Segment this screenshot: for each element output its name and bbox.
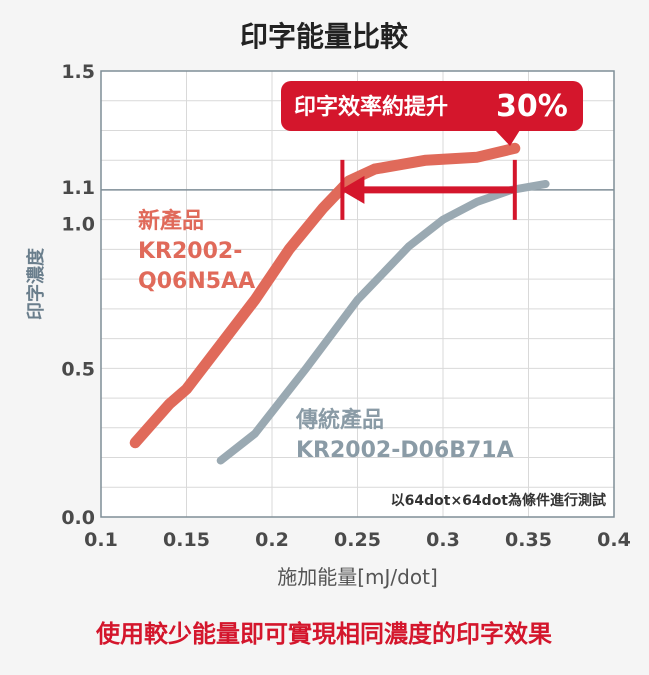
old-product-label: 傳統產品 <box>295 407 384 433</box>
test-condition-note: 以64dot×64dot為條件進行測試 <box>391 492 606 509</box>
efficiency-callout: 印字效率約提升 30% <box>281 81 583 146</box>
x-axis-label: 施加能量[mJ/dot] <box>277 565 438 589</box>
new-product-label: Q06N5AA <box>138 269 255 294</box>
y-axis-label: 印字濃度 <box>25 247 47 320</box>
y-tick-label: 0.5 <box>61 358 95 380</box>
y-tick-label: 1.5 <box>61 61 95 83</box>
callout-text: 印字效率約提升 <box>294 94 448 120</box>
callout-box <box>281 81 583 131</box>
x-tick-label: 0.4 <box>597 529 631 551</box>
x-tick-label: 0.2 <box>255 529 289 551</box>
plot-border <box>100 70 615 518</box>
new-product-label: KR2002- <box>138 239 242 264</box>
new-product-label: 新產品 <box>138 208 204 234</box>
series-labels: 新產品 KR2002- Q06N5AA 傳統產品 KR2002-D06B71A <box>138 208 514 463</box>
series-line <box>129 142 521 449</box>
arrow-head <box>340 175 365 204</box>
x-tick-label: 0.3 <box>426 529 460 551</box>
x-tick-label: 0.1 <box>84 529 118 551</box>
series-lines <box>129 142 550 465</box>
x-tick-label: 0.25 <box>334 529 381 551</box>
callout-highlight: 30% <box>496 89 568 124</box>
x-tick-label: 0.35 <box>505 529 552 551</box>
callout-pointer <box>495 130 520 146</box>
old-product-label: KR2002-D06B71A <box>296 438 514 463</box>
x-tick-label: 0.15 <box>163 529 210 551</box>
series-line <box>216 180 550 465</box>
y-tick-label: 0.0 <box>61 507 95 529</box>
y-tick-labels: 0.0 0.5 1.0 1.1 1.5 <box>61 61 95 529</box>
x-tick-labels: 0.1 0.15 0.2 0.25 0.3 0.35 0.4 <box>84 529 631 551</box>
y-tick-label: 1.0 <box>61 214 95 236</box>
efficiency-arrow <box>340 159 517 220</box>
y-tick-label: 1.1 <box>61 177 95 199</box>
chart-title: 印字能量比較 <box>240 20 409 53</box>
footer-caption: 使用較少能量即可實現相同濃度的印字效果 <box>95 620 552 648</box>
